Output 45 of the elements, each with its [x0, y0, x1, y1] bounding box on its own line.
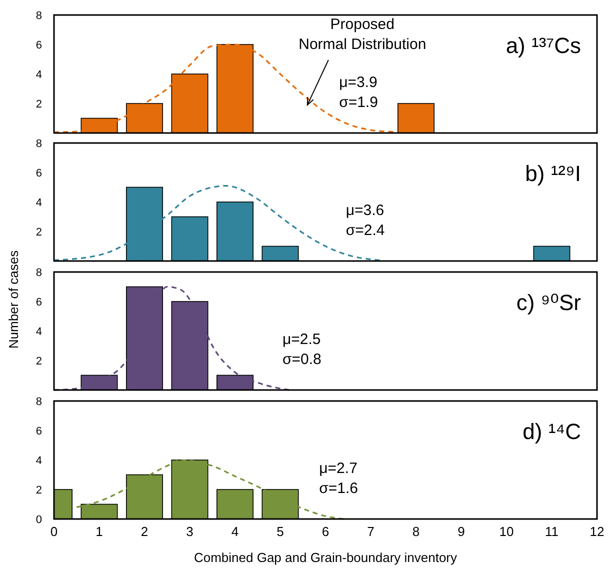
- y-tick-label: 6: [36, 167, 42, 180]
- x-tick-label: 7: [367, 524, 374, 539]
- annotation: μ=3.6: [346, 202, 384, 219]
- annotation: σ=0.8: [282, 351, 322, 368]
- annotation: μ=2.7: [319, 460, 358, 477]
- annotation: Proposed Normal Distribution: [298, 16, 426, 53]
- y-axis-title: Number of cases: [6, 250, 21, 349]
- y-tick-label: 4: [36, 196, 42, 209]
- text: c) ⁹⁰Sr: [516, 290, 581, 315]
- x-tick-label: 5: [276, 524, 284, 539]
- y-tick-label: 4: [36, 454, 42, 467]
- y-tick-label: 8: [36, 138, 42, 150]
- x-tick-label: 6: [322, 524, 330, 539]
- annotation: σ=2.4: [346, 222, 385, 239]
- x-tick-label: 12: [590, 524, 604, 539]
- x-tick-label: 11: [545, 524, 558, 539]
- x-tick-label: 0: [50, 524, 58, 539]
- annotation: σ=1.9: [339, 94, 378, 111]
- y-tick-label: 4: [36, 68, 42, 81]
- text: a) ¹³⁷Cs: [506, 33, 581, 58]
- y-tick-label: 6: [36, 39, 42, 52]
- y-tick-label: 8: [36, 396, 42, 408]
- x-tick-label: 10: [499, 524, 514, 539]
- y-tick-label: 6: [36, 425, 42, 438]
- annotation: σ=1.6: [319, 480, 358, 497]
- y-tick-label: 4: [36, 326, 42, 338]
- x-tick-label: 9: [458, 524, 465, 539]
- annotation: μ=2.5: [282, 331, 321, 348]
- text: d) ¹⁴C: [522, 419, 582, 444]
- x-axis-title: Combined Gap and Grain-boundary inventory: [194, 550, 458, 565]
- x-tick-label: 3: [186, 524, 194, 539]
- x-tick-label: 4: [231, 524, 239, 539]
- y-tick-label: 2: [36, 226, 42, 238]
- y-tick-label: 2: [36, 355, 42, 368]
- annotation: μ=3.9: [339, 74, 378, 91]
- y-tick-label: 2: [36, 484, 42, 496]
- x-tick-label: 2: [140, 524, 148, 539]
- x-tick-label: 8: [412, 524, 420, 539]
- y-tick-label: 2: [36, 98, 42, 110]
- y-tick-label: 6: [36, 296, 42, 308]
- y-tick-label: 8: [36, 266, 42, 279]
- y-tick-label: 8: [36, 10, 42, 22]
- y-tick-label: 0: [36, 514, 42, 526]
- x-tick-label: 1: [96, 524, 103, 539]
- text: b) ¹²⁹I: [525, 161, 581, 186]
